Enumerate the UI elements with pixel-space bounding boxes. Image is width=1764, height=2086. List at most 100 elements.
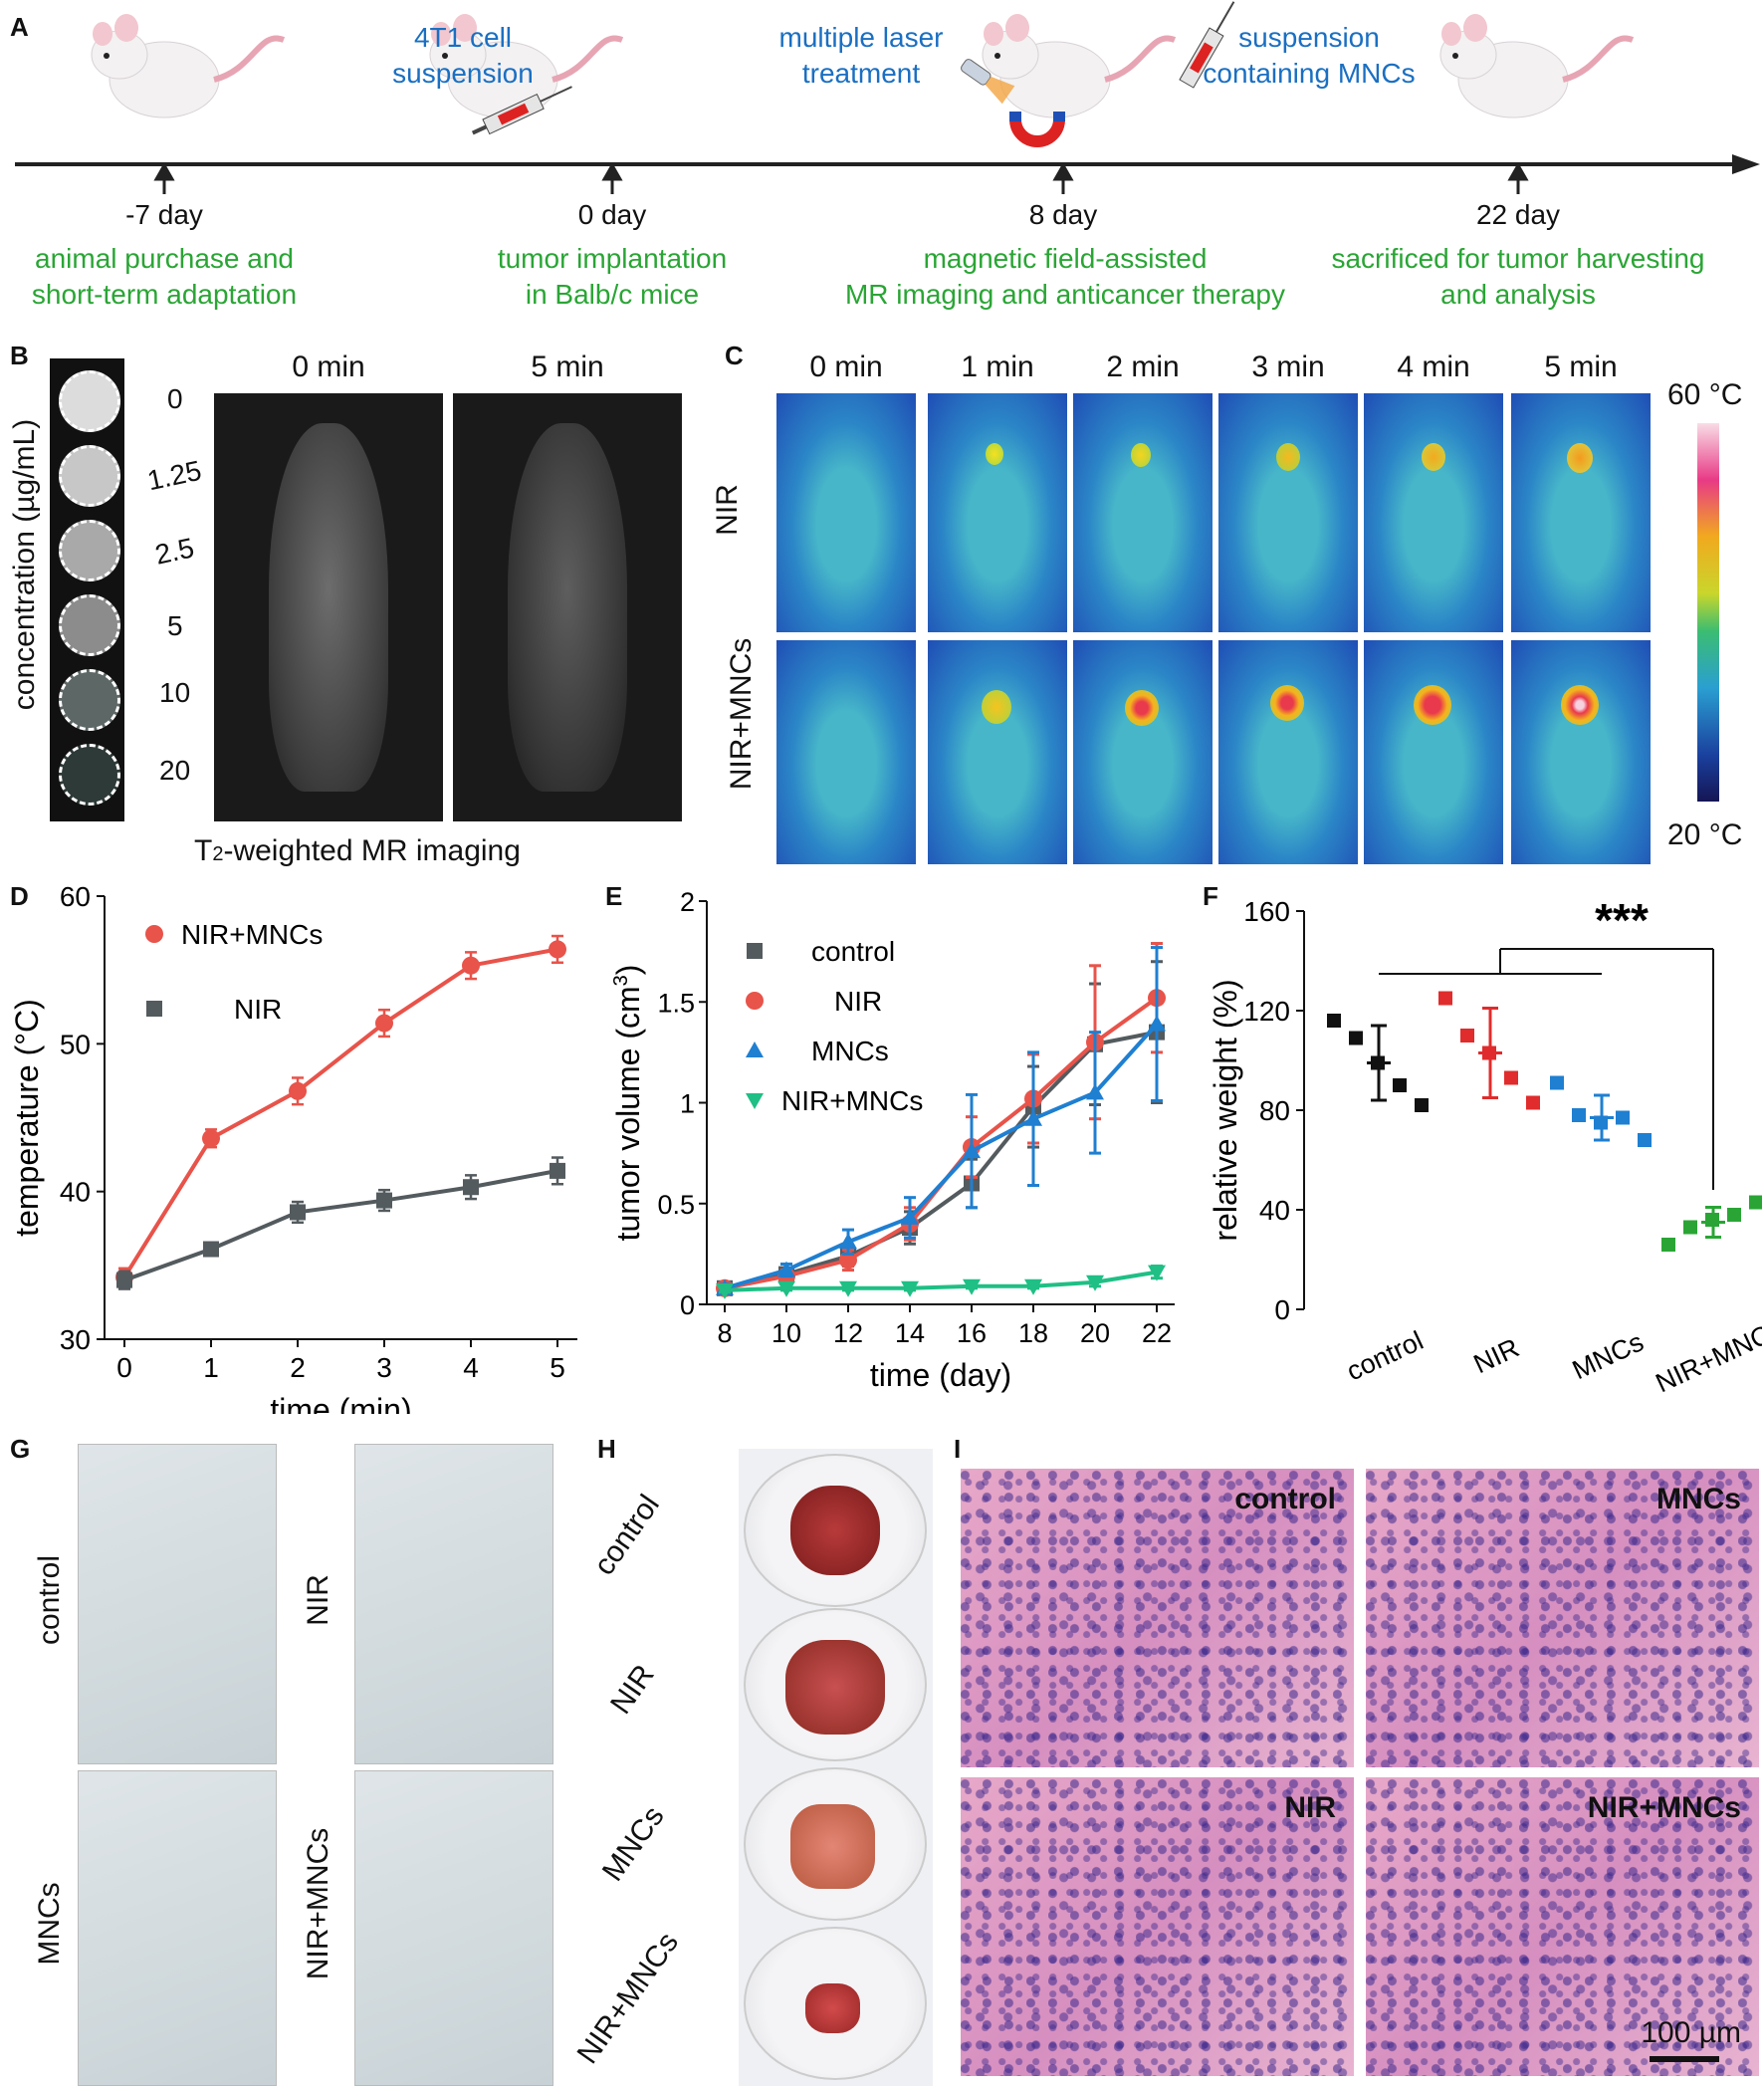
data-point [839, 1280, 857, 1297]
legend-marker [145, 925, 163, 943]
temperature-chart: 30 40 50 60 0 1 2 3 4 5 time (min) temperature (°C)… [9, 881, 577, 1414]
colorbar [1697, 423, 1719, 802]
data-point [716, 1282, 734, 1299]
step-desc-4: sacrificed for tumor harvesting and analy… [1331, 243, 1705, 310]
series-line [724, 1023, 1159, 1290]
panel-label-h: H [597, 1434, 616, 1464]
data-point [1504, 1070, 1518, 1085]
data-point [1482, 1045, 1496, 1060]
concentration-tick: 10 [159, 677, 191, 708]
data-point [777, 1280, 795, 1297]
data-point [1327, 1014, 1341, 1028]
series-1 [116, 1156, 565, 1290]
x-tick-label: 16 [957, 1318, 987, 1348]
phantom-strip [50, 358, 124, 821]
data-point [839, 1251, 857, 1270]
step-top-label-3: suspension containing MNCs [1203, 22, 1416, 89]
data-point [777, 1261, 795, 1277]
data-point [1086, 1083, 1104, 1100]
thermal-image [1218, 393, 1358, 632]
x-tick-label: 3 [376, 1352, 392, 1383]
x-tick-label: MNCs [1568, 1326, 1649, 1385]
histology-nir: NIR [961, 1777, 1354, 2076]
thermal-time-label: 4 min [1397, 350, 1470, 383]
x-tick-label: 5 [550, 1352, 565, 1383]
thermal-image [1511, 393, 1651, 632]
series-1 [716, 942, 1166, 1297]
data-point [1550, 1075, 1564, 1090]
thermal-image [928, 640, 1067, 864]
data-point [116, 1272, 132, 1288]
series-line [724, 1030, 1158, 1290]
scale-bar-label: 100 µm [1641, 2016, 1741, 2049]
legend-marker [746, 1042, 764, 1057]
y-axis-label: tumor volume (cm3) [610, 965, 646, 1242]
y-tick-label: 0.5 [657, 1190, 695, 1220]
legend-marker [746, 1093, 764, 1109]
concentration-axis-label: concentration (µg/mL) [8, 418, 41, 711]
legend-label: NIR+MNCs [181, 919, 323, 950]
data-point [1749, 1195, 1762, 1210]
data-point [1638, 1133, 1652, 1147]
data-point [839, 1233, 857, 1250]
data-point [1415, 1098, 1429, 1112]
y-tick-label: 60 [60, 881, 91, 912]
data-point [290, 1204, 306, 1221]
data-point [1086, 1275, 1104, 1291]
step-desc-1: animal purchase and short-term adaptation [31, 243, 298, 310]
colorbar-max-label: 60 °C [1667, 378, 1743, 411]
histology-label: control [1234, 1483, 1336, 1515]
data-point [1705, 1213, 1719, 1227]
x-tick-label: 12 [833, 1318, 863, 1348]
data-point [202, 1129, 220, 1148]
x-tick-label: NIR+MNCs [1652, 1313, 1762, 1398]
y-tick-label: 1 [680, 1089, 695, 1119]
data-point [1393, 1078, 1407, 1092]
y-tick-label: 2 [680, 887, 695, 917]
data-point [1148, 1265, 1166, 1281]
x-tick-label: 4 [463, 1352, 479, 1383]
series-3 [716, 1265, 1166, 1299]
step-desc-3: magnetic field-assisted MR imaging and an… [844, 243, 1285, 310]
panel-label-c: C [725, 341, 744, 370]
mr-time-label: 0 min [292, 350, 365, 383]
mouse-photo-nir [354, 1444, 553, 1764]
mouse-illustration-4 [1440, 14, 1633, 117]
group-0 [1327, 1014, 1429, 1112]
panel-label-f: F [1203, 881, 1218, 911]
concentration-tick: 1.25 [144, 454, 205, 497]
data-point [376, 1192, 392, 1209]
data-point [901, 1280, 919, 1297]
y-tick-label: 80 [1259, 1095, 1290, 1126]
thermal-time-label: 0 min [809, 350, 883, 383]
series-line [724, 1270, 1158, 1292]
legend-marker [746, 992, 764, 1010]
mouse-photo-mncs [78, 1770, 277, 2086]
thermal-image [776, 640, 916, 864]
histology-control: control [961, 1469, 1354, 1767]
mouse-group-label: NIR+MNCs [302, 1827, 334, 1980]
data-point [549, 940, 566, 959]
day-label: -7 day [125, 199, 203, 230]
y-tick-label: 50 [60, 1029, 91, 1059]
data-point [1148, 1015, 1166, 1032]
data-point [1727, 1208, 1741, 1222]
magnet-icon [1009, 112, 1065, 147]
x-tick-label: 14 [895, 1318, 925, 1348]
step-top-label-2: multiple laser treatment [778, 22, 944, 89]
data-point [1594, 1115, 1608, 1130]
data-point [901, 1208, 919, 1225]
group-3 [1661, 1195, 1762, 1252]
x-axis-label: time (min) [270, 1392, 411, 1414]
mouse-illustration-1 [92, 14, 284, 117]
mr-time-label: 5 min [531, 350, 604, 383]
mouse-photo-nir-mncs [354, 1770, 553, 2086]
legend-label: MNCs [811, 1036, 889, 1066]
y-tick-label: 1.5 [657, 988, 695, 1018]
thermal-row-label: NIR [710, 484, 744, 536]
histology-mncs: MNCs [1366, 1469, 1759, 1767]
y-axis-label: temperature (°C) [9, 999, 45, 1237]
mr-image-0min [214, 393, 443, 821]
panel-label-d: D [10, 881, 29, 911]
tumor-group-label: NIR [604, 1659, 661, 1721]
